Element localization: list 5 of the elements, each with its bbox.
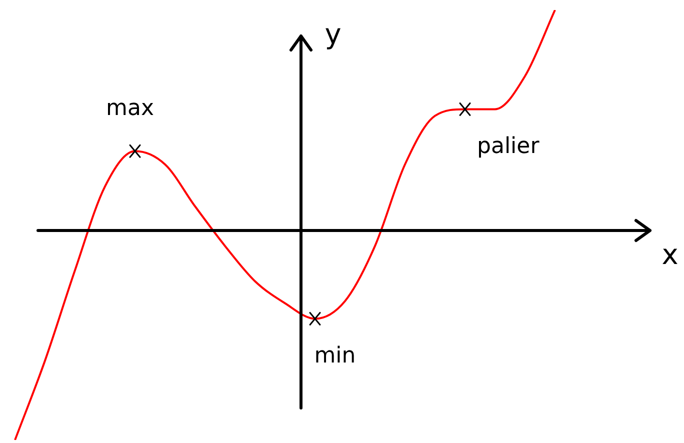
x-axis-title: x — [662, 238, 678, 271]
annotation: palier — [477, 134, 540, 159]
annotation: max — [106, 96, 154, 121]
y-axis-title: y — [324, 17, 342, 50]
annotation: min — [314, 343, 356, 368]
